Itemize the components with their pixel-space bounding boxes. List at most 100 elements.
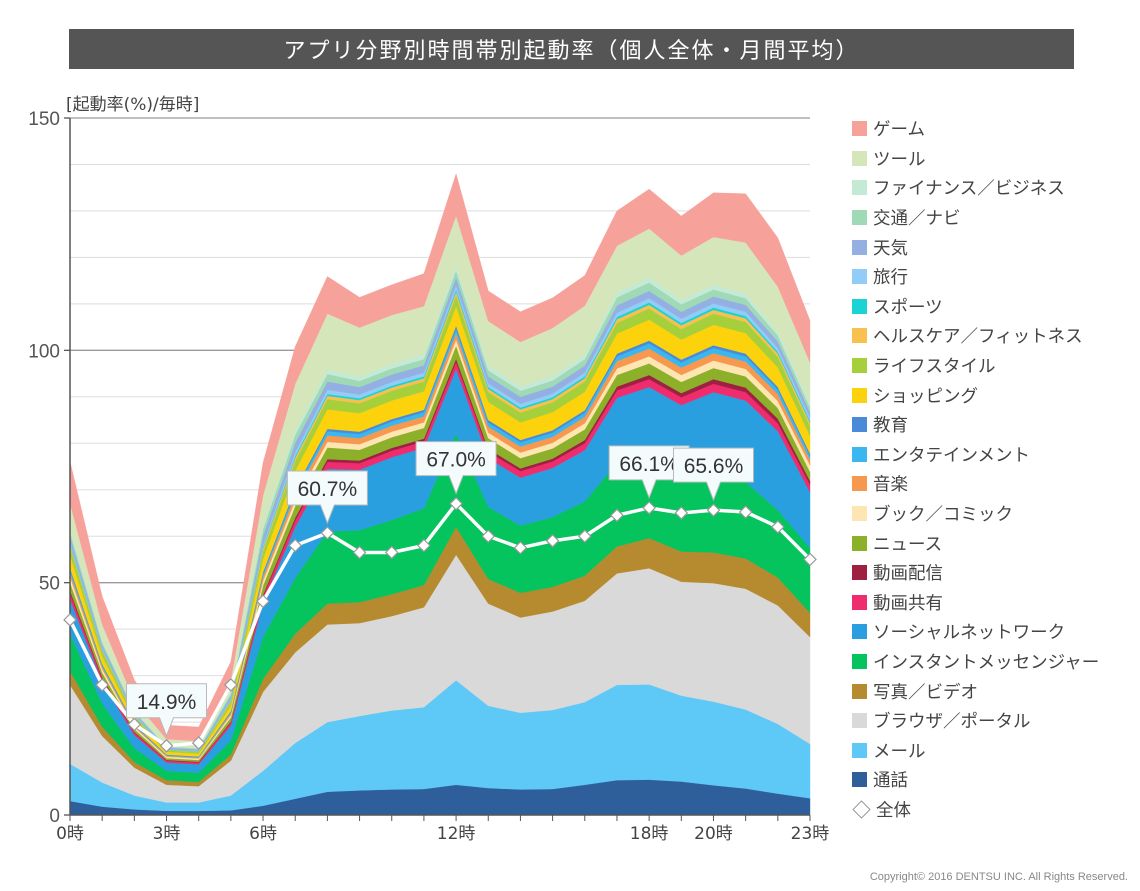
overall-point xyxy=(417,538,431,553)
callout-label: 67.0% xyxy=(426,449,486,472)
legend-swatch xyxy=(852,535,867,551)
legend-label: 動画配信 xyxy=(873,564,943,585)
legend-label: ショッピング xyxy=(873,386,978,407)
overall-point xyxy=(770,520,785,534)
legend-swatch xyxy=(852,476,867,492)
legend-label: 旅行 xyxy=(873,268,908,289)
legend-item: 写真／ビデオ xyxy=(852,676,1134,706)
x-tick-label: 23時 xyxy=(791,824,830,844)
legend-swatch xyxy=(852,683,867,699)
overall-point xyxy=(706,503,721,518)
legend-label: ブラウザ／ポータル xyxy=(873,712,1031,733)
callout-label: 65.6% xyxy=(684,455,744,478)
legend-item: 交通／ナビ xyxy=(852,203,1134,233)
overall-point xyxy=(191,736,206,750)
callout-box xyxy=(672,447,754,502)
legend-swatch xyxy=(852,446,867,462)
legend-label: 写真／ビデオ xyxy=(873,682,978,703)
overall-point xyxy=(513,540,528,555)
copyright: Copyright© 2016 DENTSU INC. All Rights R… xyxy=(869,871,1128,883)
legend-swatch xyxy=(852,506,867,522)
legend-label: インスタントメッセンジャー xyxy=(873,652,1100,673)
legend: ゲームツールファイナンス／ビジネス交通／ナビ天気旅行スポーツヘルスケア／フィット… xyxy=(852,114,1134,824)
legend-swatch xyxy=(852,565,867,581)
legend-item: ツール xyxy=(852,144,1134,174)
overall-line xyxy=(63,496,817,753)
legend-item: 教育 xyxy=(852,410,1134,440)
overall-point xyxy=(95,678,110,692)
callout-label: 60.7% xyxy=(298,478,358,501)
legend-item: ソーシャルネットワーク xyxy=(852,617,1134,647)
overall-point xyxy=(642,501,656,515)
legend-label: ヘルスケア／フィットネス xyxy=(873,327,1083,348)
y-tick-label: 0 xyxy=(49,806,60,827)
legend-swatch xyxy=(852,180,867,196)
legend-item: スポーツ xyxy=(852,292,1134,322)
legend-item-overall: 全体 xyxy=(852,795,1134,825)
legend-swatch xyxy=(852,269,867,285)
legend-item: エンタテインメント xyxy=(852,440,1134,470)
legend-label: スポーツ xyxy=(873,297,943,318)
legend-item: 通話 xyxy=(852,765,1134,795)
callouts: 14.9% 60.7% 67.0% 66.1% 65.6% xyxy=(126,441,754,738)
callout-box xyxy=(126,683,208,738)
legend-label: 教育 xyxy=(873,416,908,437)
overall-point xyxy=(352,545,367,560)
legend-label: 全体 xyxy=(876,800,911,821)
legend-swatch xyxy=(852,742,867,758)
legend-label: ツール xyxy=(873,149,926,170)
legend-label: ブック／コミック xyxy=(873,505,1013,526)
legend-item: ブック／コミック xyxy=(852,499,1134,529)
legend-swatch xyxy=(852,121,867,137)
callout-box xyxy=(286,470,368,525)
legend-item: 動画配信 xyxy=(852,558,1134,588)
overall-point xyxy=(127,717,142,732)
legend-item: ファイナンス／ビジネス xyxy=(852,173,1134,203)
callout-box xyxy=(415,441,497,496)
overall-point xyxy=(63,612,77,627)
x-tick-label: 12時 xyxy=(437,824,476,844)
overall-point xyxy=(577,529,592,544)
legend-swatch xyxy=(852,594,867,610)
overall-point xyxy=(159,738,174,753)
legend-label: ニュース xyxy=(873,534,943,555)
chart-title: アプリ分野別時間帯別起動率（個人全体・月間平均） xyxy=(69,29,1074,69)
y-tick-label: 150 xyxy=(28,109,60,130)
legend-swatch xyxy=(852,239,867,255)
legend-item: ゲーム xyxy=(852,114,1134,144)
legend-swatch xyxy=(852,653,867,669)
overall-point xyxy=(288,538,303,553)
legend-item: ブラウザ／ポータル xyxy=(852,706,1134,736)
area-series xyxy=(69,173,811,816)
overall-point xyxy=(384,545,399,560)
overall-point xyxy=(803,552,817,567)
legend-swatch xyxy=(852,328,867,344)
overall-point xyxy=(674,506,689,520)
legend-swatch xyxy=(852,298,867,314)
x-tick-label: 3時 xyxy=(153,824,181,844)
legend-swatch xyxy=(852,417,867,433)
legend-swatch xyxy=(852,713,867,729)
callout-label: 14.9% xyxy=(137,691,197,714)
legend-label: 音楽 xyxy=(873,475,908,496)
legend-label: ファイナンス／ビジネス xyxy=(873,179,1065,200)
legend-swatch xyxy=(852,624,867,640)
legend-label: 動画共有 xyxy=(873,593,943,614)
overall-point xyxy=(481,529,496,544)
axes: 0 50 100 150 0時 3時 6時 12時 18時 20時 23時 xyxy=(28,109,829,844)
legend-swatch xyxy=(852,772,867,788)
y-tick-label: 100 xyxy=(28,341,60,362)
legend-item: メール xyxy=(852,735,1134,765)
legend-label: ゲーム xyxy=(873,120,925,141)
legend-swatch xyxy=(852,387,867,403)
x-tick-label: 18時 xyxy=(630,824,669,844)
legend-swatch xyxy=(852,358,867,374)
legend-item: 旅行 xyxy=(852,262,1134,292)
diamond-icon xyxy=(852,800,871,819)
y-axis-unit-label: [起動率(%)/毎時] xyxy=(66,95,200,115)
callout-label: 66.1% xyxy=(619,453,679,476)
overall-point xyxy=(449,496,463,511)
legend-item: インスタントメッセンジャー xyxy=(852,647,1134,677)
legend-label: 天気 xyxy=(873,238,908,259)
